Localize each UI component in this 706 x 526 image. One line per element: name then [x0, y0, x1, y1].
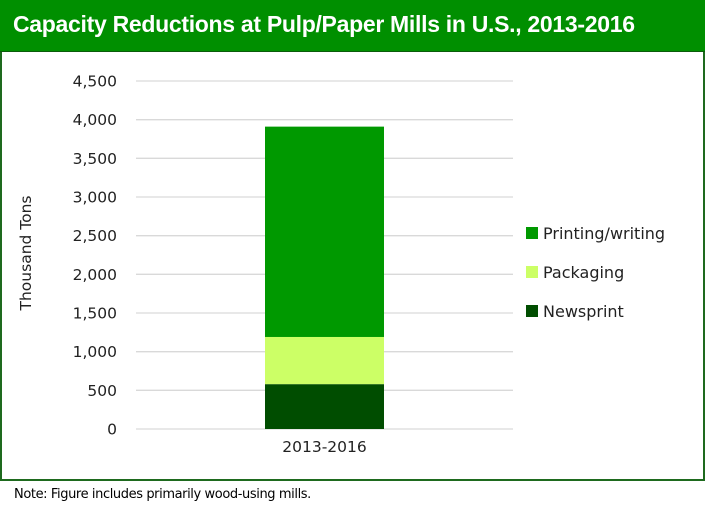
y-tick-label: 1,000	[73, 343, 117, 361]
y-tick-label: 500	[87, 382, 117, 400]
legend-swatch	[526, 266, 538, 278]
y-tick-label: 0	[107, 421, 117, 439]
chart-frame	[0, 0, 705, 481]
chart-title: Capacity Reductions at Pulp/Paper Mills …	[13, 11, 635, 37]
title-bar: Capacity Reductions at Pulp/Paper Mills …	[0, 0, 705, 52]
legend-label: Packaging	[543, 263, 624, 282]
legend-label: Printing/writing	[543, 224, 665, 243]
y-tick-label: 1,500	[73, 305, 117, 323]
legend-swatch	[526, 305, 538, 317]
bar-segment-printing-writing	[265, 126, 384, 337]
legend: Printing/writing Packaging Newsprint	[526, 224, 665, 321]
legend-swatch	[526, 227, 538, 239]
y-tick-label: 4,500	[73, 73, 117, 91]
y-tick-label: 3,500	[73, 150, 117, 168]
y-tick-label: 2,000	[73, 266, 117, 284]
y-tick-label: 4,000	[73, 111, 117, 129]
bars	[265, 126, 384, 429]
y-tick-labels: 0 500 1,000 1,500 2,000 2,500 3,000 3,500 4,000 4…	[73, 73, 117, 439]
bar-segment-newsprint	[265, 384, 384, 429]
y-axis-label: Thousand Tons	[17, 196, 35, 312]
x-tick-label: 2013-2016	[282, 438, 367, 456]
y-tick-label: 3,000	[73, 189, 117, 207]
y-tick-label: 2,500	[73, 227, 117, 245]
figure-note: Note: Figure includes primarily wood-usi…	[14, 487, 311, 502]
legend-label: Newsprint	[543, 302, 624, 321]
bar-segment-packaging	[265, 336, 384, 385]
x-tick-labels: 2013-2016	[282, 438, 367, 456]
